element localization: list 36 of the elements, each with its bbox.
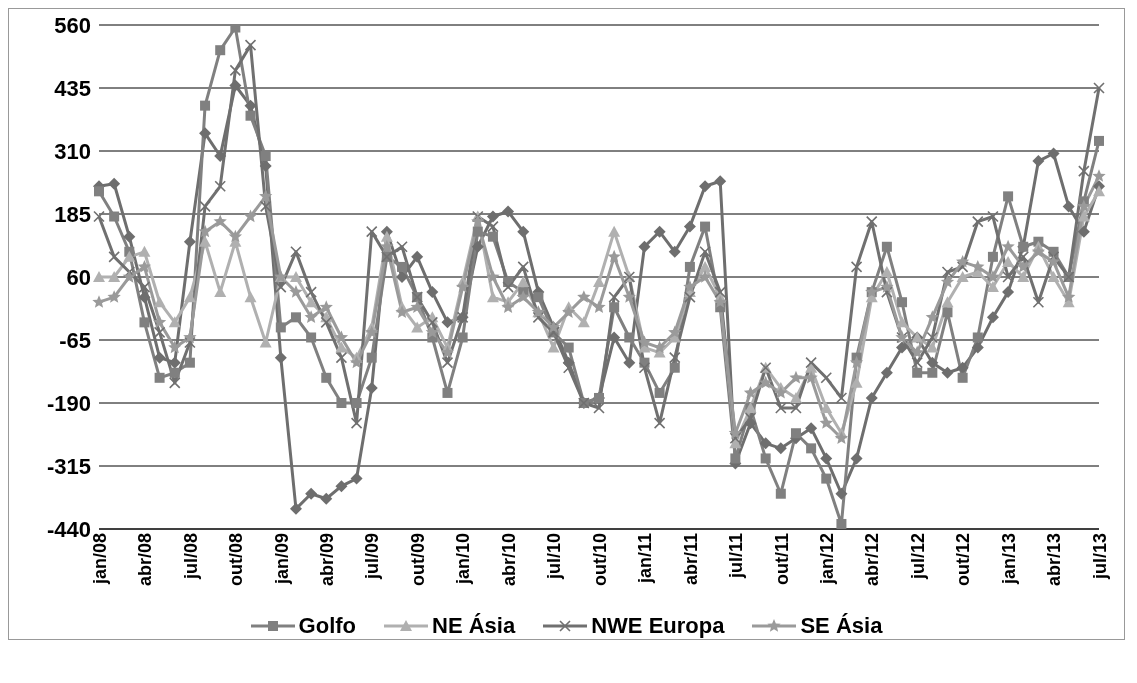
- x-tick-label: abr/11: [680, 533, 701, 586]
- x-tick-label: out/08: [226, 533, 247, 587]
- legend-label: NWE Europa: [591, 613, 725, 639]
- y-tick-label: 435: [54, 75, 91, 101]
- legend-label: SE Ásia: [800, 613, 883, 639]
- y-tick-label: -190: [46, 390, 91, 416]
- x-tick-label: abr/13: [1044, 533, 1065, 587]
- y-tick-label: 60: [66, 264, 91, 290]
- x-tick-label: jan/12: [817, 533, 838, 586]
- legend-label: NE Ásia: [432, 613, 516, 639]
- x-tick-label: abr/10: [498, 533, 519, 587]
- x-tick-label: jul/10: [544, 533, 565, 581]
- x-tick-label: out/09: [407, 533, 428, 587]
- x-tick-label: jan/09: [271, 533, 292, 586]
- legend-label: Golfo: [298, 613, 357, 639]
- x-tick-label: abr/12: [862, 533, 883, 587]
- y-tick-label: -65: [59, 327, 91, 353]
- x-tick-label: jul/11: [726, 533, 747, 580]
- x-tick-label: jul/13: [1089, 533, 1110, 581]
- x-tick-label: jan/10: [453, 533, 474, 586]
- x-tick-label: jan/08: [89, 533, 110, 586]
- y-tick-label: 310: [54, 138, 91, 164]
- x-tick-label: abr/09: [317, 533, 338, 587]
- y-tick-label: 185: [54, 201, 91, 227]
- x-tick-label: jan/11: [635, 533, 656, 585]
- x-tick-label: out/12: [953, 533, 974, 587]
- x-tick-label: jul/08: [180, 533, 201, 581]
- y-tick-label: -315: [46, 453, 91, 479]
- y-tick-label: -440: [46, 516, 91, 542]
- x-tick-label: out/11: [771, 533, 792, 586]
- y-tick-label: 560: [54, 12, 91, 38]
- x-tick-label: jan/13: [998, 533, 1019, 586]
- x-tick-label: jul/09: [362, 533, 383, 581]
- x-tick-label: out/10: [589, 533, 610, 587]
- x-tick-label: abr/08: [135, 533, 156, 587]
- x-tick-label: jul/12: [907, 533, 928, 581]
